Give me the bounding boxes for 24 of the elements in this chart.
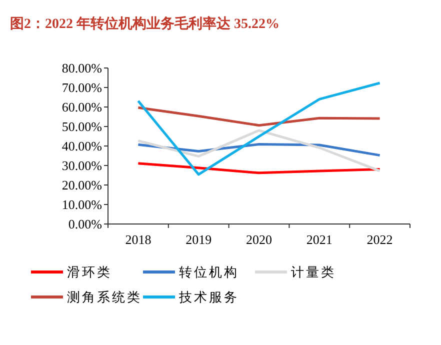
x-tick-label: 2018 [125,232,152,247]
x-tick-label: 2022 [366,232,393,247]
line-series [136,82,382,176]
chart-title: 图2：2022 年转位机构业务毛利率达 35.22% [10,15,280,32]
y-tick-label: 30.00% [62,158,102,174]
y-tick-label: 60.00% [62,100,102,115]
x-tick-label: 2019 [186,232,212,247]
x-tick-label: 2021 [306,232,332,247]
line-series [136,106,382,127]
legend-label: 测角系统类 [67,290,142,305]
legend-label: 转位机构 [179,264,239,280]
line-series [136,162,382,174]
y-tick-label: 70.00% [62,80,102,96]
y-tick-label: 20.00% [62,178,102,193]
x-tick-label: 2020 [246,232,272,247]
y-tick-label: 50.00% [62,119,102,134]
line-series [136,129,382,172]
legend-label: 滑环类 [67,264,112,280]
y-tick-label: 10.00% [62,197,102,212]
y-tick-label: 0.00% [68,216,102,232]
legend-label: 技术服务 [178,290,239,305]
legend-label: 计量类 [291,264,336,280]
y-tick-label: 80.00% [62,60,102,76]
y-tick-label: 40.00% [62,138,102,154]
